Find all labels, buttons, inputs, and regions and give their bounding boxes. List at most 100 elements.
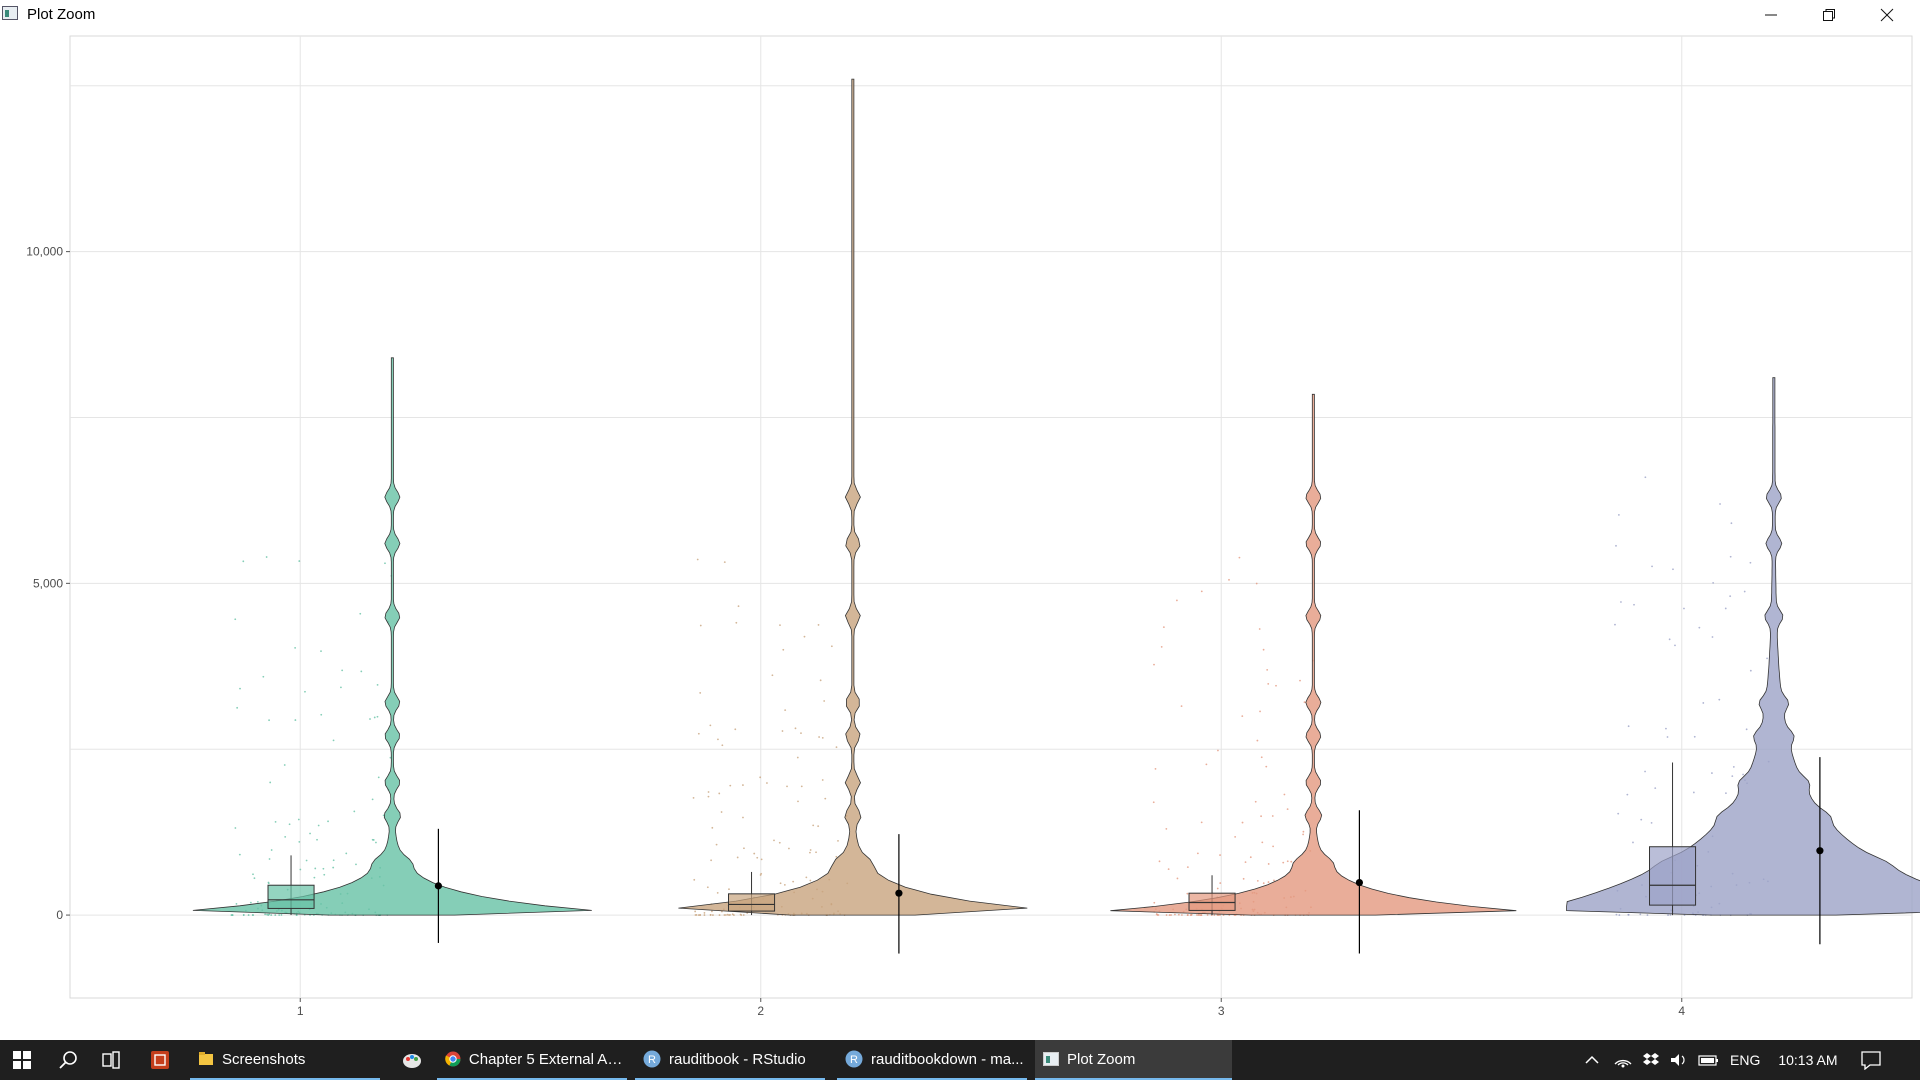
jitter-point (1180, 705, 1183, 708)
notifications-icon[interactable] (1860, 1050, 1882, 1070)
jitter-point (1186, 892, 1189, 895)
jitter-point (784, 709, 787, 712)
jitter-point (1617, 812, 1620, 815)
jitter-point (817, 624, 820, 626)
jitter-point (251, 914, 254, 916)
battery-icon[interactable] (1698, 1052, 1720, 1068)
minimize-button[interactable] (1742, 0, 1800, 30)
jitter-point (1302, 833, 1305, 836)
jitter-point (1153, 901, 1156, 904)
jitter-point (1665, 727, 1667, 730)
jitter-point (1170, 914, 1172, 916)
language-indicator[interactable]: ENG (1730, 1052, 1761, 1068)
jitter-point (323, 873, 326, 876)
jitter-point (1219, 914, 1221, 916)
jitter-point (1766, 657, 1768, 660)
violin-2 (678, 78, 1028, 916)
jitter-point (332, 866, 335, 869)
jitter-point (294, 719, 297, 721)
jitter-point (294, 646, 297, 649)
jitter-point (1241, 821, 1244, 824)
jitter-point (1271, 815, 1274, 817)
jitter-point (703, 914, 706, 916)
jitter-point (692, 797, 695, 799)
jitter-point (1254, 800, 1257, 803)
taskbar-app-plot-zoom[interactable]: Plot Zoom (1035, 1040, 1232, 1080)
jitter-point (742, 914, 745, 916)
close-button[interactable] (1858, 0, 1916, 30)
jitter-point (1711, 636, 1714, 638)
jitter-point (723, 561, 726, 564)
jitter-point (710, 859, 713, 862)
jitter-point (821, 779, 824, 781)
jitter-point (265, 556, 268, 558)
jitter-point (707, 791, 710, 793)
taskbar-app-rstudio-1[interactable]: R rauditbook - RStudio (635, 1040, 825, 1080)
taskbar-app-screenshots[interactable]: Screenshots (190, 1040, 380, 1080)
jitter-point (270, 914, 273, 916)
jitter-point (1186, 866, 1189, 869)
taskbar-app-rstudio-2[interactable]: R rauditbookdown - ma... (837, 1040, 1027, 1080)
jitter-point (1206, 914, 1209, 916)
jitter-point (1153, 663, 1155, 666)
jitter-point (1228, 578, 1230, 581)
jitter-point (340, 686, 342, 689)
jitter-point (694, 910, 697, 913)
volume-icon[interactable] (1670, 1052, 1688, 1068)
start-button[interactable] (0, 1040, 44, 1080)
jitter-point (253, 877, 256, 880)
jitter-point (1729, 555, 1732, 558)
jitter-point (1200, 914, 1202, 916)
jitter-point (735, 621, 738, 624)
jitter-point (1156, 914, 1159, 916)
jitter-point (703, 912, 706, 914)
y-axis: 0 5,000 10,000 (26, 245, 70, 922)
taskbar-app-presentation[interactable] (140, 1040, 180, 1080)
jitter-point (1196, 914, 1198, 916)
taskbar-app-paint[interactable] (392, 1040, 432, 1080)
clock[interactable]: 10:13 AM (1778, 1052, 1838, 1068)
jitter-point (360, 670, 363, 673)
jitter-point (699, 914, 702, 916)
jitter-point (1160, 645, 1163, 648)
chevron-up-icon[interactable] (1584, 1052, 1600, 1068)
jitter-point (1282, 861, 1285, 864)
task-view-button[interactable] (92, 1040, 132, 1080)
jitter-point (1617, 514, 1620, 516)
jitter-point (1217, 749, 1219, 752)
jitter-point (267, 914, 270, 916)
jitter-point (809, 879, 812, 882)
jitter-point (1200, 590, 1203, 593)
mean-point (434, 882, 442, 890)
plot-window-icon (2, 6, 18, 20)
wifi-icon[interactable] (1614, 1052, 1632, 1068)
jitter-point (1743, 590, 1746, 593)
violins (192, 78, 1920, 954)
jitter-point (1238, 556, 1241, 559)
jitter-point (731, 913, 734, 916)
jitter-point (1162, 626, 1165, 629)
dropbox-icon[interactable] (1642, 1052, 1660, 1068)
taskbar-app-chrome[interactable]: Chapter 5 External Au... (437, 1040, 627, 1080)
jitter-point (1646, 914, 1649, 916)
search-button[interactable] (48, 1040, 88, 1080)
jitter-point (1241, 715, 1244, 718)
jitter-point (1177, 913, 1180, 916)
jitter-point (1711, 772, 1713, 774)
jitter-point (1698, 626, 1701, 629)
violin-1 (192, 357, 592, 916)
jitter-point (304, 690, 306, 693)
x-tick-label: 2 (757, 1004, 764, 1018)
jitter-point (239, 687, 241, 690)
x-axis: 1 2 3 4 (297, 998, 1685, 1018)
jitter-point (729, 784, 732, 787)
jitter-point (1644, 476, 1647, 479)
jitter-point (779, 624, 781, 627)
jitter-point (353, 810, 356, 813)
jitter-point (1702, 702, 1705, 704)
jitter-point (753, 852, 756, 855)
jitter-point (697, 732, 700, 735)
jitter-point (231, 914, 234, 916)
restore-button[interactable] (1800, 0, 1858, 30)
jitter-point (1745, 728, 1748, 731)
